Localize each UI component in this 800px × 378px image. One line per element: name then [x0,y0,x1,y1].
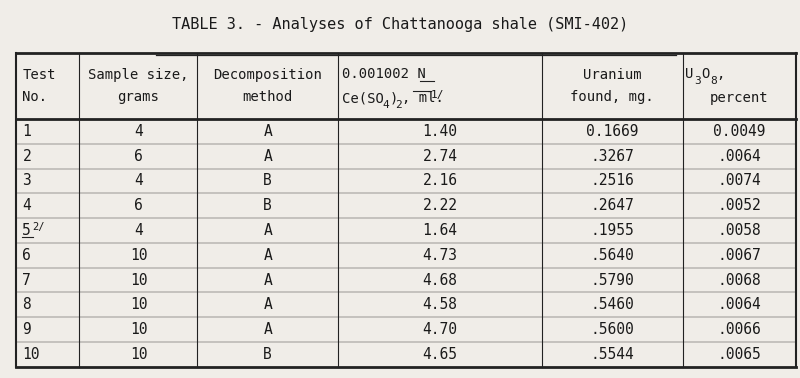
Text: 9: 9 [22,322,31,337]
Text: 1.64: 1.64 [422,223,458,238]
Text: 6: 6 [134,198,143,213]
Text: A: A [263,297,272,312]
Text: A: A [263,322,272,337]
Text: 10: 10 [130,297,147,312]
Text: 2.74: 2.74 [422,149,458,164]
Text: .0058: .0058 [718,223,761,238]
Text: 3: 3 [694,76,702,86]
Text: , ml.: , ml. [402,91,444,105]
Text: .2516: .2516 [590,174,634,189]
Text: .0065: .0065 [718,347,761,362]
Text: ): ) [389,91,398,105]
Text: .0064: .0064 [718,297,761,312]
Text: 7: 7 [22,273,31,288]
Text: A: A [263,273,272,288]
Text: 2: 2 [395,100,402,110]
Text: .3267: .3267 [590,149,634,164]
Text: 0.001002 N: 0.001002 N [342,67,426,81]
Text: 2: 2 [22,149,31,164]
Text: A: A [263,149,272,164]
Text: No.: No. [22,90,47,104]
Text: .0064: .0064 [718,149,761,164]
Text: grams: grams [118,90,159,104]
Text: Uranium: Uranium [583,68,642,82]
Text: Ce(SO: Ce(SO [342,91,384,105]
Text: 2.16: 2.16 [422,174,458,189]
Text: .0052: .0052 [718,198,761,213]
Text: B: B [263,174,272,189]
Text: 1.40: 1.40 [422,124,458,139]
Text: 4.70: 4.70 [422,322,458,337]
Text: .0074: .0074 [718,174,761,189]
Text: Decomposition: Decomposition [214,68,322,82]
Text: 4: 4 [22,198,31,213]
Text: .0068: .0068 [718,273,761,288]
Text: 3: 3 [22,174,31,189]
Text: 4.65: 4.65 [422,347,458,362]
Text: TABLE 3. - Analyses of Chattanooga shale (SMI-402): TABLE 3. - Analyses of Chattanooga shale… [172,17,628,32]
Text: 4.68: 4.68 [422,273,458,288]
Text: A: A [263,223,272,238]
Text: 10: 10 [130,347,147,362]
Text: .0066: .0066 [718,322,761,337]
Text: 4: 4 [134,174,143,189]
Text: .5460: .5460 [590,297,634,312]
Text: percent: percent [710,91,769,105]
Text: method: method [242,90,293,104]
Text: 8: 8 [710,76,717,86]
Text: U: U [685,67,694,81]
Text: 4: 4 [382,100,389,110]
Text: 2/: 2/ [32,222,45,232]
Text: found, mg.: found, mg. [570,90,654,104]
Text: 10: 10 [22,347,40,362]
Text: 10: 10 [130,248,147,263]
Text: 10: 10 [130,322,147,337]
Text: B: B [263,347,272,362]
Text: Sample size,: Sample size, [88,68,189,82]
Text: O: O [701,67,710,81]
Text: ,: , [716,67,725,81]
Text: .2647: .2647 [590,198,634,213]
Text: .5600: .5600 [590,322,634,337]
Text: 4.58: 4.58 [422,297,458,312]
Text: 8: 8 [22,297,31,312]
Text: A: A [263,124,272,139]
Text: 10: 10 [130,273,147,288]
Text: 4: 4 [134,124,143,139]
Text: .5544: .5544 [590,347,634,362]
Text: 6: 6 [22,248,31,263]
Text: .1955: .1955 [590,223,634,238]
Text: .0067: .0067 [718,248,761,263]
Text: 0.1669: 0.1669 [586,124,638,139]
Text: 2.22: 2.22 [422,198,458,213]
Text: 0.0049: 0.0049 [713,124,766,139]
Text: Test: Test [22,68,56,82]
Text: 5: 5 [22,223,31,238]
Text: 4: 4 [134,223,143,238]
Text: 1: 1 [22,124,31,139]
Text: 4.73: 4.73 [422,248,458,263]
Text: 1/: 1/ [430,90,444,100]
Text: .5790: .5790 [590,273,634,288]
Text: .5640: .5640 [590,248,634,263]
Text: B: B [263,198,272,213]
Text: A: A [263,248,272,263]
Text: 6: 6 [134,149,143,164]
